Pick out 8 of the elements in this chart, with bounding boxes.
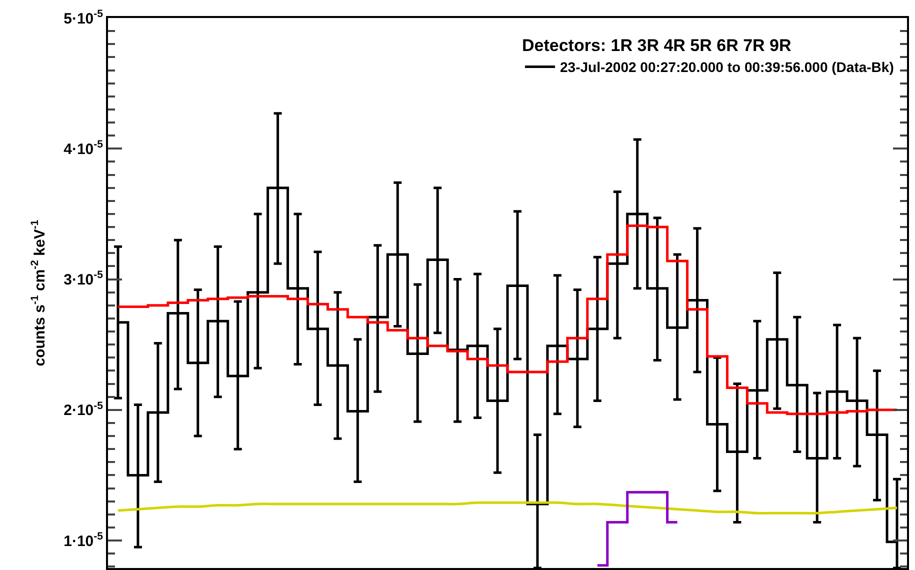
legend-title: Detectors: 1R 3R 4R 5R 6R 7R 9R	[522, 36, 792, 56]
legend-label: 23-Jul-2002 00:27:20.000 to 00:39:56.000 (Data-Bk)	[560, 59, 894, 76]
line-series	[116, 501, 898, 514]
y-tick-label: 5·10$^{-5}$	[64, 8, 104, 28]
y-tick-label: 2·10$^{-5}$	[64, 400, 104, 420]
y-tick-label: 3·10$^{-5}$	[64, 269, 104, 289]
y-tick-label: 4·10$^{-5}$	[64, 138, 104, 158]
y-tick-label: 1·10$^{-5}$	[64, 530, 104, 550]
